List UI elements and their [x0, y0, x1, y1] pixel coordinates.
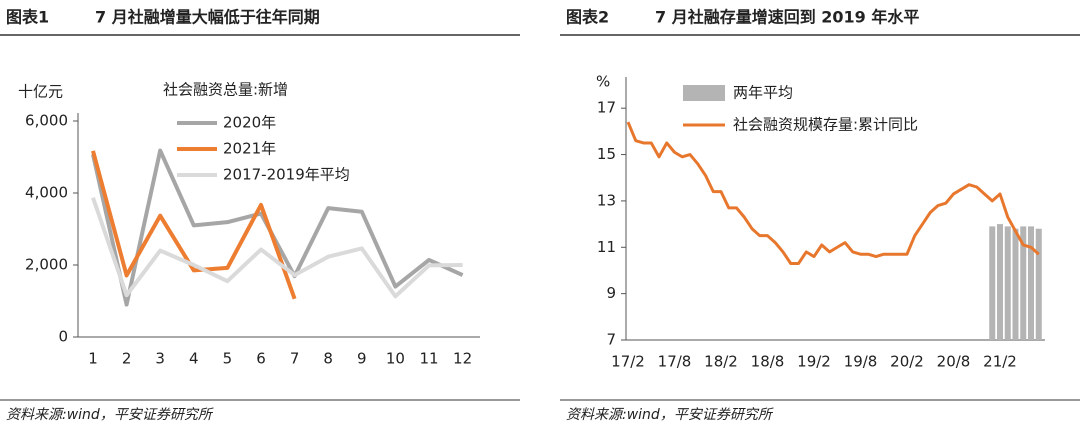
header-band [560, 0, 1080, 34]
x-tick-label: 4 [189, 350, 199, 368]
y-tick-label: 4,000 [25, 184, 68, 202]
series-line [91, 197, 463, 299]
x-tick-label: 11 [419, 350, 438, 368]
x-tick-label: 20/8 [937, 353, 971, 371]
y-tick-label: 2,000 [25, 256, 68, 274]
x-tick-label: 5 [223, 350, 233, 368]
bar [1028, 226, 1034, 340]
x-tick-label: 17/2 [611, 353, 645, 371]
y-tick-label: 17 [597, 99, 616, 117]
source: 资料来源:wind，平安证券研究所 [6, 407, 214, 423]
header-band [0, 0, 520, 34]
legend-title: 社会融资总量:新增 [163, 81, 288, 99]
y-tick-label: 6,000 [25, 112, 68, 130]
x-tick-label: 8 [323, 350, 333, 368]
x-tick-label: 20/2 [890, 353, 924, 371]
x-tick-label: 2 [122, 350, 132, 368]
x-tick-label: 17/8 [658, 353, 692, 371]
legend-label: 社会融资规模存量:累计同比 [733, 116, 918, 134]
legend-label: 2020年 [223, 114, 276, 132]
x-tick-label: 3 [155, 350, 165, 368]
bar [1020, 226, 1027, 340]
y-axis-label: % [596, 73, 610, 91]
chart-title: 7 月社融增量大幅低于往年同期 [95, 8, 320, 27]
figure-label: 图表1 [6, 8, 49, 27]
series-line [91, 150, 297, 300]
series-line [626, 121, 1040, 265]
x-tick-label: 19/8 [844, 353, 878, 371]
bar [1012, 228, 1019, 340]
chart-title: 7 月社融存量增速回到 2019 年水平 [655, 8, 919, 27]
y-tick-label: 11 [597, 238, 616, 256]
figure-label: 图表2 [566, 8, 609, 27]
x-tick-label: 1 [88, 350, 98, 368]
y-tick-label: 9 [606, 284, 616, 302]
y-tick-label: 13 [597, 191, 616, 209]
y-tick-label: 15 [597, 145, 616, 163]
x-tick-label: 21/2 [983, 353, 1017, 371]
x-tick-label: 12 [453, 350, 472, 368]
source: 资料来源:wind，平安证券研究所 [566, 407, 774, 423]
x-tick-label: 9 [357, 350, 367, 368]
x-tick-label: 6 [256, 350, 266, 368]
y-tick-label: 7 [606, 331, 616, 349]
bar [997, 224, 1003, 340]
legend-swatch [683, 85, 725, 101]
y-tick-label: 0 [58, 328, 68, 346]
x-tick-label: 19/2 [797, 353, 831, 371]
bar [1004, 226, 1011, 340]
x-tick-label: 7 [290, 350, 300, 368]
y-axis-label: 十亿元 [18, 83, 63, 101]
x-tick-label: 18/2 [704, 353, 738, 371]
x-tick-label: 10 [386, 350, 405, 368]
legend-label: 2017-2019年平均 [223, 166, 350, 184]
x-tick-label: 18/8 [751, 353, 785, 371]
legend-label: 2021年 [223, 140, 276, 158]
bar [1035, 228, 1042, 340]
bar [989, 226, 996, 340]
series-line [91, 148, 464, 307]
legend-label: 两年平均 [733, 84, 793, 102]
